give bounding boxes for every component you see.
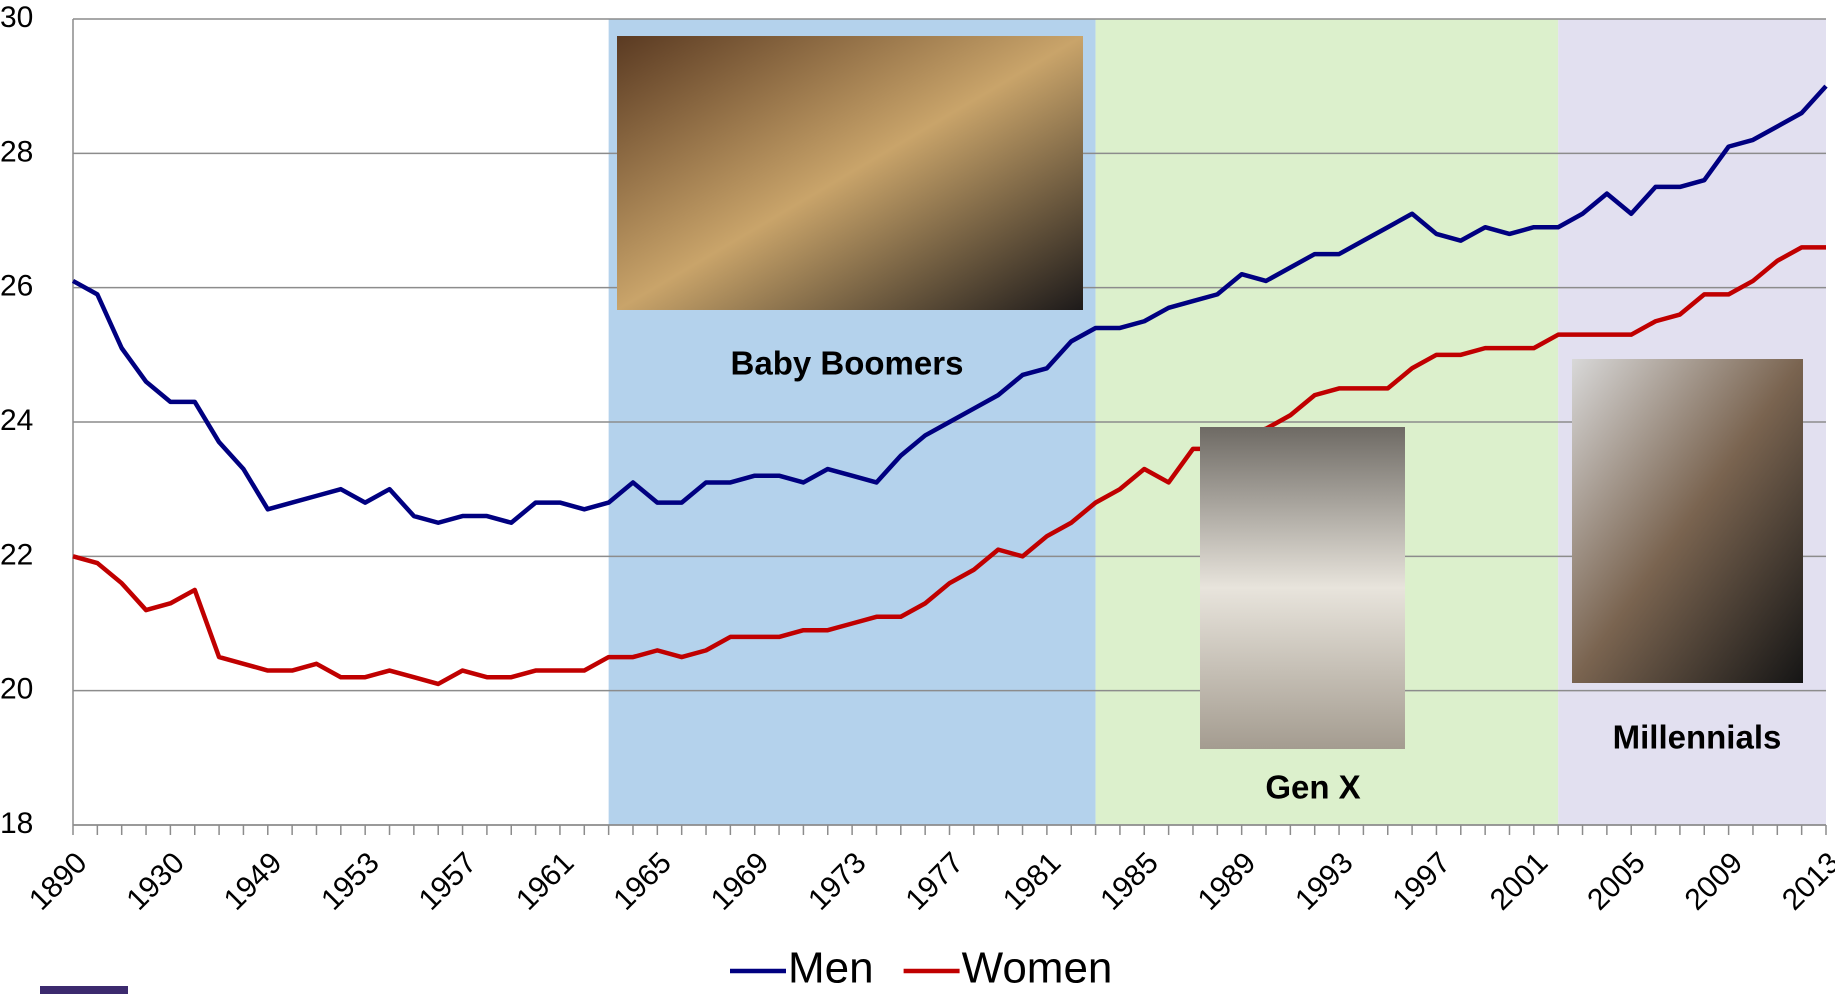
y-tick-label: 26 xyxy=(0,270,33,303)
x-tick-label: 1949 xyxy=(218,846,289,917)
x-tick-label: 2009 xyxy=(1679,846,1750,917)
x-tick-label: 1993 xyxy=(1289,846,1360,917)
x-tick-label: 1977 xyxy=(900,846,971,917)
y-tick-label: 20 xyxy=(0,673,33,706)
x-tick-label: 1997 xyxy=(1386,846,1457,917)
x-tick-label: 1957 xyxy=(413,846,484,917)
x-tick-label: 2001 xyxy=(1484,846,1555,917)
x-tick-label: 1981 xyxy=(997,846,1068,917)
band-label: Baby Boomers xyxy=(731,345,964,382)
y-tick-label: 18 xyxy=(0,807,33,840)
y-tick-label: 30 xyxy=(0,1,33,34)
photo xyxy=(1572,359,1803,683)
y-tick-label: 28 xyxy=(0,135,33,168)
x-tick-label: 1965 xyxy=(607,846,678,917)
band-label: Gen X xyxy=(1265,769,1360,806)
x-tick-label: 1973 xyxy=(802,846,873,917)
series-line xyxy=(72,245,1826,687)
legend-label: Women xyxy=(962,944,1113,993)
x-tick-label: 1930 xyxy=(120,846,191,917)
x-tick-label: 2013 xyxy=(1776,846,1835,917)
x-tick-label: 2005 xyxy=(1581,846,1652,917)
band-label: Millennials xyxy=(1613,719,1782,756)
x-tick-label: 1961 xyxy=(510,846,581,917)
y-tick-label: 24 xyxy=(0,404,33,437)
x-tick-label: 1890 xyxy=(23,846,94,917)
x-tick-label: 1953 xyxy=(315,846,386,917)
series-line xyxy=(71,84,1828,525)
lines xyxy=(71,84,1828,687)
photo xyxy=(1200,427,1405,749)
x-tick-label: 1969 xyxy=(705,846,776,917)
y-tick-label: 22 xyxy=(0,538,33,571)
x-tick-label: 1985 xyxy=(1094,846,1165,917)
x-tick-label: 1989 xyxy=(1192,846,1263,917)
legend-label: Men xyxy=(788,944,874,993)
logo xyxy=(40,986,128,994)
photo xyxy=(617,36,1083,310)
